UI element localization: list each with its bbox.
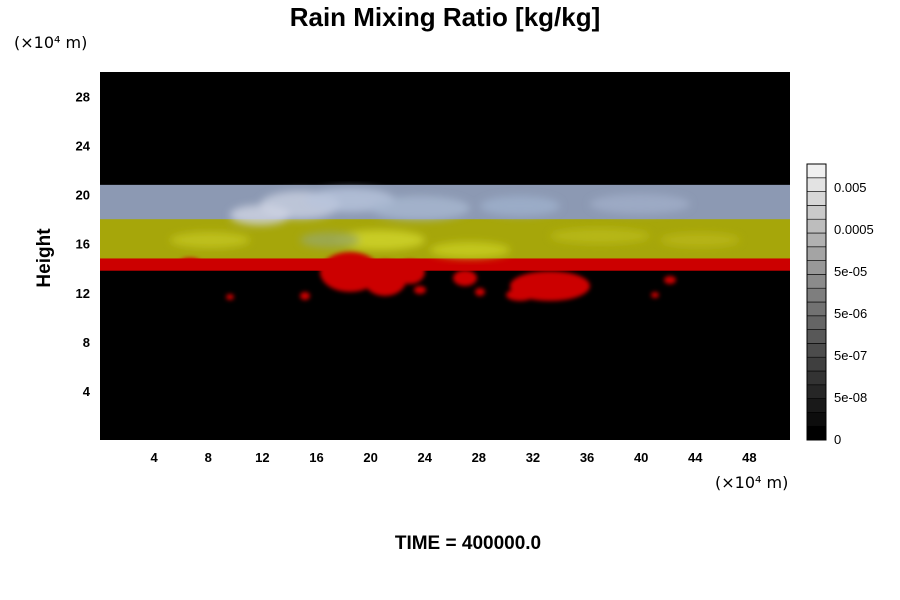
y-tick-label: 16	[76, 237, 90, 252]
y-tick-label: 12	[76, 286, 90, 301]
red-plume	[180, 258, 200, 266]
colorbar-tick-label: 5e-06	[834, 306, 867, 321]
time-label: TIME = 400000.0	[395, 533, 541, 554]
colorbar-frame	[806, 163, 827, 441]
colorbar-level	[806, 287, 827, 303]
red-plume	[664, 276, 676, 284]
colorbar-tick-label: 0.0005	[834, 222, 874, 237]
gray-patch	[480, 196, 560, 216]
yellow-patch	[550, 228, 650, 244]
y-tick-label: 20	[76, 188, 90, 203]
colorbar-level	[806, 218, 827, 234]
y-tick-label: 24	[76, 139, 91, 154]
band-red	[100, 256, 790, 271]
colorbar-tick-label: 0.005	[834, 180, 867, 195]
colorbar-level	[806, 370, 827, 386]
gray-patch	[230, 205, 290, 225]
red-plume	[414, 286, 426, 294]
colorbar-level	[806, 163, 827, 179]
colorbar-level	[806, 232, 827, 248]
y-tick-label: 4	[83, 384, 91, 399]
red-plume	[475, 288, 485, 296]
plot-area	[100, 72, 790, 440]
x-tick-label: 44	[688, 450, 703, 465]
x-tick-label: 28	[472, 450, 486, 465]
yellow-patch	[430, 242, 510, 258]
x-tick-label: 36	[580, 450, 594, 465]
colorbar-tick-label: 5e-05	[834, 264, 867, 279]
colorbar-level	[806, 274, 827, 289]
rain-bands	[100, 184, 790, 301]
colorbar-level	[806, 260, 827, 275]
x-tick-label: 12	[255, 450, 269, 465]
colorbar-level	[806, 412, 827, 427]
yellow-patch	[335, 230, 425, 250]
colorbar-level	[806, 343, 827, 358]
red-plume	[453, 270, 477, 286]
colorbar-level	[806, 384, 827, 399]
x-tick-label: 4	[151, 450, 159, 465]
colorbar-level	[806, 205, 827, 220]
x-axis-ticks: 4 8 12 16 20 24 28 32 36 40 44 48	[151, 450, 757, 465]
red-plume	[300, 292, 310, 300]
colorbar-level	[806, 329, 827, 344]
red-plume	[651, 292, 659, 298]
colorbar-level	[806, 301, 827, 317]
gray-patch	[590, 194, 690, 214]
chart-title: Rain Mixing Ratio [kg/kg]	[290, 2, 601, 32]
colorbar-level	[806, 246, 827, 261]
y-tick-label: 28	[76, 90, 90, 105]
red-plume	[226, 294, 234, 300]
gray-patch	[370, 196, 470, 220]
yellow-patch	[170, 232, 250, 248]
colorbar-level	[806, 398, 827, 413]
x-axis-unit: (×10⁴ m)	[715, 473, 788, 492]
colorbar-level	[806, 356, 827, 372]
band-texture	[170, 188, 740, 258]
y-axis-ticks: 4 8 12 16 20 24 28	[76, 90, 91, 399]
colorbar-level	[806, 191, 827, 206]
yellow-patch	[660, 233, 740, 247]
colorbar-tick-label: 0	[834, 432, 841, 447]
yellow-patch	[300, 232, 360, 248]
colorbar-tick-label: 5e-08	[834, 390, 867, 405]
colorbar-level	[806, 177, 827, 192]
colorbar-level	[806, 315, 827, 330]
y-axis-label: Height	[34, 228, 55, 288]
x-tick-label: 24	[417, 450, 432, 465]
colorbar-level	[806, 425, 827, 441]
colorbar: 0 5e-08 5e-07 5e-06 5e-05 0.0005 0.005	[806, 163, 874, 447]
x-tick-label: 8	[205, 450, 212, 465]
colorbar-tick-label: 5e-07	[834, 348, 867, 363]
x-tick-label: 48	[742, 450, 756, 465]
y-tick-label: 8	[83, 335, 90, 350]
x-tick-label: 16	[309, 450, 323, 465]
red-plume	[506, 289, 534, 301]
y-axis-unit: (×10⁴ m)	[14, 33, 87, 52]
red-plumes	[180, 252, 676, 301]
red-plume	[395, 260, 425, 284]
x-tick-label: 20	[363, 450, 377, 465]
x-tick-label: 32	[526, 450, 540, 465]
x-tick-label: 40	[634, 450, 648, 465]
